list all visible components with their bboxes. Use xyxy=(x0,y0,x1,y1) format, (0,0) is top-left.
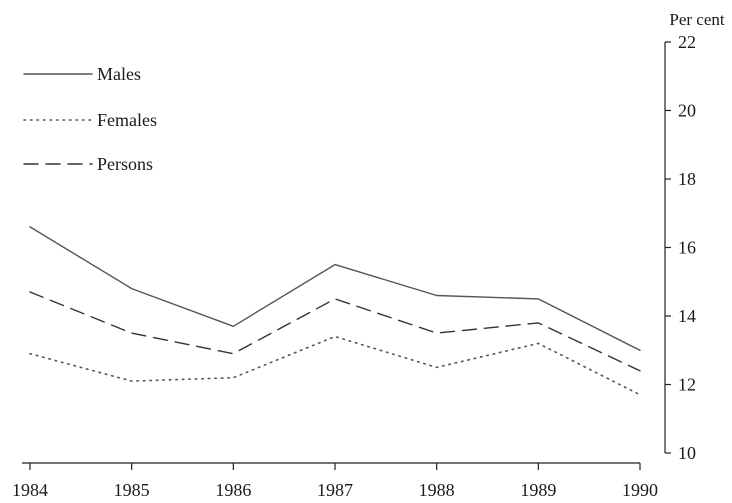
legend-label-females: Females xyxy=(97,110,157,130)
y-tick-label: 14 xyxy=(678,306,696,326)
series-line-females xyxy=(29,335,641,396)
y-axis-label: Per cent xyxy=(669,10,725,29)
y-tick-label: 18 xyxy=(678,169,696,189)
y-tick-label: 10 xyxy=(678,443,696,463)
x-tick-label: 1986 xyxy=(215,480,251,500)
x-tick-label: 1987 xyxy=(317,480,353,500)
x-tick-label: 1985 xyxy=(114,480,150,500)
axes: 1984 1985 1986 1987 1988 1989 1990 10 12 14 16 18 20… xyxy=(12,10,725,500)
y-tick-label: 16 xyxy=(678,238,696,258)
x-tick-label: 1989 xyxy=(520,480,556,500)
y-tick-label: 20 xyxy=(678,101,696,121)
x-tick-label: 1988 xyxy=(419,480,455,500)
plot-area xyxy=(29,226,641,396)
x-tick-label: 1984 xyxy=(12,480,48,500)
series-line-persons xyxy=(29,291,641,372)
legend-label-males: Males xyxy=(97,64,141,84)
series-line-males xyxy=(29,226,641,351)
legend: Males Females Persons xyxy=(23,64,157,174)
y-tick-label: 22 xyxy=(678,32,696,52)
legend-label-persons: Persons xyxy=(97,154,153,174)
x-tick-label: 1990 xyxy=(622,480,658,500)
y-tick-label: 12 xyxy=(678,375,696,395)
